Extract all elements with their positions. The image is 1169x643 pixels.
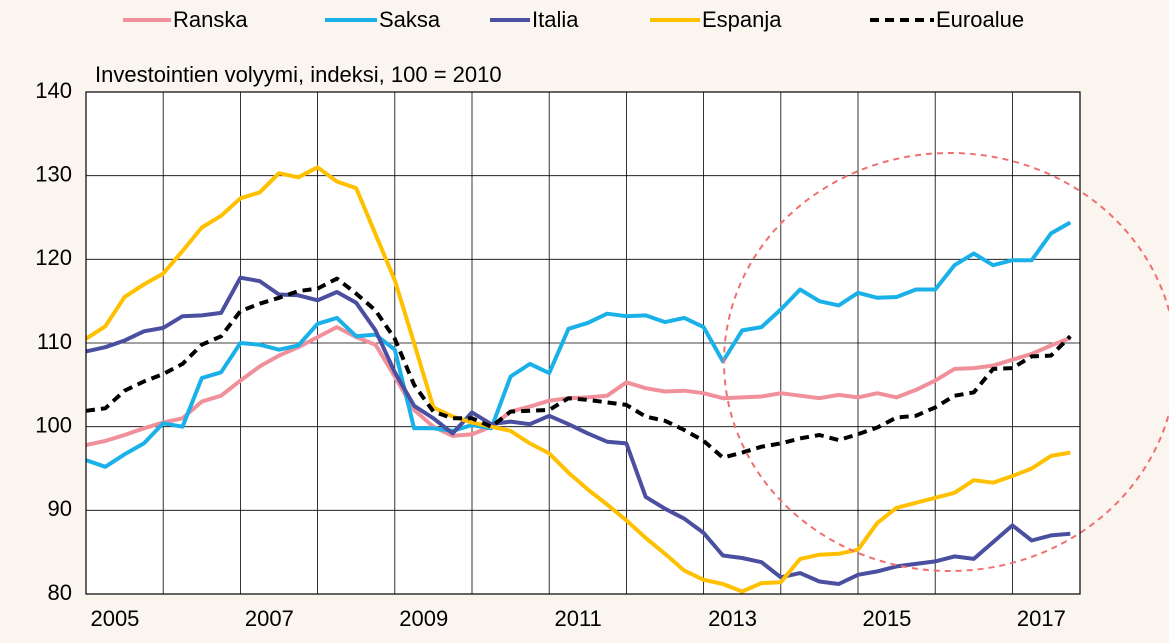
series-line [85, 275, 1071, 586]
series-line [85, 220, 1072, 469]
series-line [84, 165, 1071, 594]
plot-border [85, 91, 1081, 595]
series-line [85, 276, 1072, 460]
x-tick-label: 2017 [1017, 606, 1066, 631]
legend-label: Ranska [173, 7, 248, 32]
x-tick-label: 2011 [554, 606, 601, 631]
highlight-circle [723, 152, 1169, 572]
legend-label: Italia [532, 7, 579, 32]
legend-label: Saksa [379, 7, 441, 32]
y-tick-label: 140 [35, 78, 72, 103]
x-tick-label: 2005 [90, 606, 139, 631]
lines [84, 165, 1072, 594]
x-tick-label: 2013 [708, 606, 757, 631]
y-tick-label: 80 [48, 580, 72, 605]
legend-label: Euroalue [936, 7, 1024, 32]
x-tick-label: 2009 [399, 606, 448, 631]
y-tick-label: 90 [48, 496, 72, 521]
x-tick-label: 2015 [862, 606, 911, 631]
y-tick-label: 110 [37, 329, 72, 354]
y-tick-label: 100 [35, 412, 72, 437]
y-tick-label: 120 [35, 245, 72, 270]
legend-label: Espanja [702, 7, 782, 32]
chart-subtitle: Investointien volyymi, indeksi, 100 = 20… [95, 62, 502, 87]
y-tick-label: 130 [35, 161, 72, 186]
x-tick-label: 2007 [245, 606, 294, 631]
